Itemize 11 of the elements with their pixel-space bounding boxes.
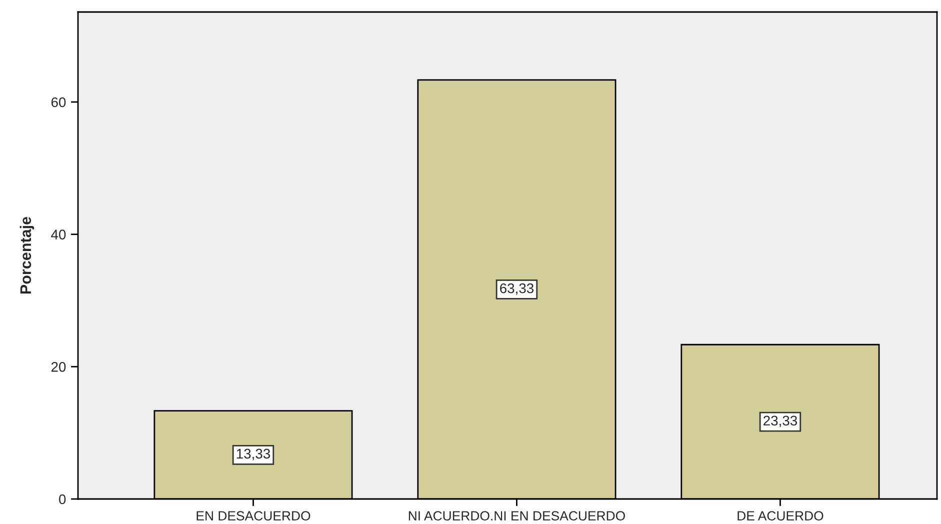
x-tick-label: DE ACUERDO	[738, 511, 824, 520]
data-label: 13,33	[236, 448, 270, 460]
data-label: 23,33	[764, 416, 797, 428]
x-tick-label: EN DESACUERDO	[196, 511, 310, 520]
y-tick-label: 60	[51, 97, 66, 108]
x-tick-label: NI ACUERDO.NI EN DESACUERDO	[408, 511, 625, 520]
y-tick-label: 20	[51, 362, 66, 372]
y-axis-title: Porcentaje	[20, 216, 34, 294]
y-tick-label: 0	[59, 494, 66, 504]
data-label: 63,33	[500, 283, 534, 295]
y-tick-label: 40	[51, 230, 66, 240]
